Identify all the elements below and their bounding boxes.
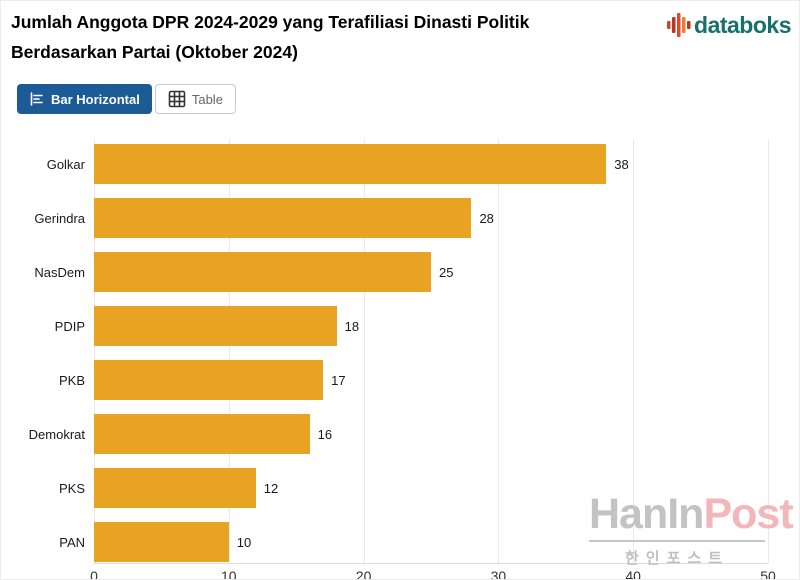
bar-row-pan: PAN 10 [59,522,768,562]
gridline-x40 [633,139,635,563]
gridline-x10 [228,139,230,563]
gridline-x30 [498,139,500,563]
bar-demokrat[interactable] [94,414,310,454]
bar-pkb[interactable] [94,360,324,400]
page-title-line1: Jumlah Anggota DPR 2024-2029 yang Terafi… [11,12,530,32]
bar-row-gerindra: Gerindra 28 [34,198,768,238]
bar-golkar[interactable] [94,144,607,184]
bar-gerindra[interactable] [94,198,472,238]
tab-bar-horizontal[interactable]: Bar Horizontal [17,84,152,114]
value-label: 38 [614,156,629,172]
category-label: NasDem [34,264,85,280]
category-label: Golkar [46,156,85,172]
value-label: 25 [439,264,454,280]
horizontal-bars-icon [29,91,45,107]
gridline-x20 [363,139,365,563]
value-label: 17 [331,372,346,388]
databoks-logo-text: databoks [694,11,791,38]
category-label: Gerindra [34,210,85,226]
page-title-line2: Berdasarkan Partai (Oktober 2024) [11,42,298,62]
bar-row-pks: PKS 12 [59,468,768,508]
plot-area: 0 10 20 30 40 50 Golkar 38 Gerindra 28 NasDem 25 PDI… [29,139,776,579]
x-axis-tick-label: 20 [355,568,372,580]
watermark-main-text: HanInPost [589,490,794,538]
x-axis-tick-label: 0 [90,568,98,580]
bar-pan[interactable] [94,522,229,562]
chart-view-tabs: Bar Horizontal Table [17,84,236,114]
bar-pdip[interactable] [94,306,337,346]
x-axis-tick-label: 40 [625,568,641,580]
value-label: 18 [344,318,360,334]
watermark-divider-line [589,540,765,542]
bar-pks[interactable] [94,468,256,508]
watermark-korean-text: 한인포스트 [624,550,729,567]
bar-nasdem[interactable] [94,252,431,292]
category-label: PAN [59,534,85,550]
x-axis-tick-label: 50 [760,568,776,580]
gridline-x50 [768,139,769,563]
tab-table[interactable]: Table [154,84,236,114]
value-label: 12 [263,480,279,496]
category-label: Demokrat [28,426,85,442]
gridline-x0 [94,139,95,563]
watermark-hanin: HanIn [589,490,704,538]
bar-row-pkb: PKB 17 [59,360,768,400]
databoks-logo[interactable]: databoks [666,11,791,39]
value-label: 10 [236,534,252,550]
x-axis-tick-label: 30 [490,568,507,580]
bar-row-nasdem: NasDem 25 [34,252,768,292]
category-label: PDIP [54,318,85,334]
category-label: PKS [58,480,85,496]
watermark-post: Post [703,490,793,538]
bar-row-pdip: PDIP 18 [55,306,768,346]
table-grid-icon [168,90,186,108]
tab-bar-horizontal-label: Bar Horizontal [51,91,140,107]
bar-row-demokrat: Demokrat 16 [29,414,768,454]
tab-table-label: Table [191,91,223,107]
value-label: 28 [479,210,494,226]
x-axis-tick-label: 10 [221,568,237,580]
page-title: Jumlah Anggota DPR 2024-2029 yang Terafi… [11,7,571,67]
value-label: 16 [317,426,333,442]
category-label: PKB [58,372,85,388]
haninpost-watermark: HanInPost 한인포스트 [589,490,794,568]
bar-row-golkar: Golkar 38 [47,144,768,184]
databoks-bars-icon [666,11,692,39]
